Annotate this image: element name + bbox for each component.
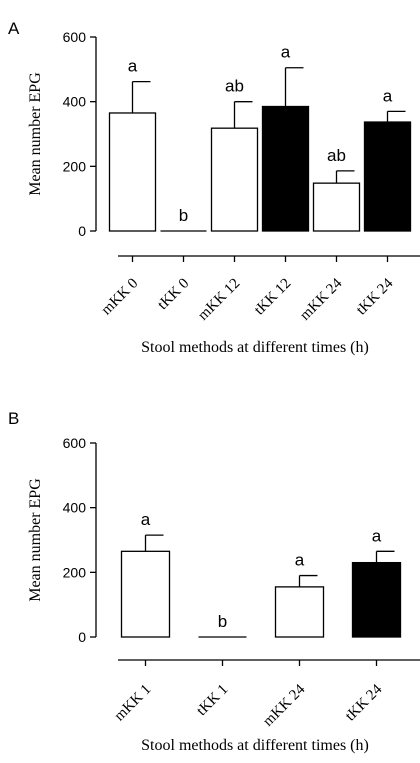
- significance-label: a: [295, 551, 305, 570]
- significance-label: ab: [327, 146, 346, 165]
- y-tick-label: 200: [63, 158, 87, 174]
- x-tick-label: tKK 0: [155, 276, 193, 314]
- chart-panel-a: A 0 200 400 600 Mean number EPG a mKK 0 b tKK 0 ab…: [8, 19, 420, 356]
- significance-label: a: [128, 57, 138, 76]
- y-tick-label: 400: [63, 94, 87, 110]
- significance-label: b: [179, 206, 188, 225]
- significance-label: b: [218, 612, 227, 631]
- panel-letter: A: [8, 19, 20, 38]
- x-tick-label: mKK 24: [297, 275, 345, 323]
- bar: [363, 121, 412, 232]
- bar: [274, 586, 325, 638]
- bar: [108, 112, 157, 232]
- bar: [120, 550, 171, 638]
- x-tick-label: mKK 1: [111, 682, 154, 725]
- significance-label: a: [383, 86, 393, 105]
- y-tick-label: 600: [63, 435, 87, 451]
- x-tick-label: tKK 24: [342, 681, 385, 724]
- bar: [312, 182, 361, 232]
- significance-label: a: [372, 526, 382, 545]
- x-axis-title: Stool methods at different times (h): [141, 737, 369, 754]
- x-tick-label: tKK 1: [194, 682, 232, 720]
- x-tick-label: mKK 12: [195, 276, 243, 324]
- y-tick-label: 0: [78, 223, 86, 239]
- significance-label: a: [281, 43, 291, 62]
- x-tick-label: tKK 24: [353, 275, 396, 318]
- bar: [261, 105, 310, 232]
- x-axis-title: Stool methods at different times (h): [141, 339, 369, 356]
- y-tick-label: 400: [63, 500, 87, 516]
- x-tick-label: mKK 0: [98, 276, 141, 319]
- y-tick-label: 600: [63, 29, 87, 45]
- bar: [210, 127, 259, 232]
- x-tick-label: tKK 12: [251, 276, 294, 319]
- panel-letter: B: [8, 409, 19, 428]
- y-axis-title: Mean number EPG: [27, 72, 44, 196]
- x-tick-label: mKK 24: [260, 681, 308, 729]
- significance-label: ab: [225, 77, 244, 96]
- bar: [351, 561, 402, 638]
- y-tick-label: 200: [63, 564, 87, 580]
- chart-panel-b: B 0 200 400 600 Mean number EPG a mKK 1 b tKK 1 a m…: [8, 409, 420, 754]
- significance-label: a: [141, 510, 151, 529]
- y-axis-title: Mean number EPG: [27, 478, 44, 602]
- y-tick-label: 0: [78, 629, 86, 645]
